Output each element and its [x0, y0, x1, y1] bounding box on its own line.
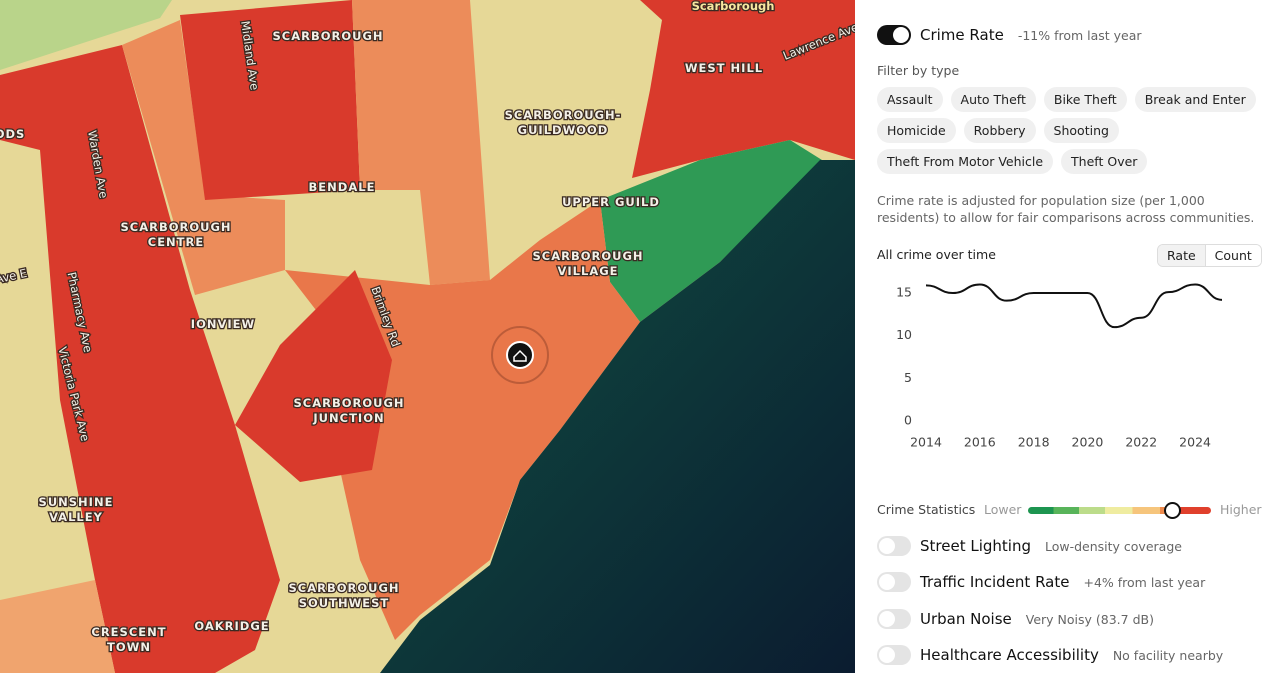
- layer-name: Street Lighting: [920, 537, 1031, 555]
- x-tick-label: 2020: [1072, 435, 1104, 450]
- x-tick-label: 2022: [1125, 435, 1157, 450]
- place-label: WEST HILL: [685, 61, 763, 75]
- scale-high: Higher: [1220, 502, 1262, 517]
- scale-bar: [1028, 507, 1211, 514]
- layer-detail: Low-density coverage: [1044, 538, 1182, 554]
- scale-knob[interactable]: [1164, 502, 1181, 519]
- place-label: IONVIEW: [191, 317, 255, 331]
- zone: [285, 200, 640, 640]
- x-tick-label: 2016: [964, 435, 996, 450]
- filter-chip[interactable]: Break and Enter: [1134, 87, 1256, 112]
- filter-chip[interactable]: Bike Theft: [1043, 87, 1127, 112]
- chart-title: All crime over time: [877, 247, 996, 262]
- zone: [235, 270, 392, 482]
- layer-detail: +4% from last year: [1083, 574, 1206, 590]
- place-label: SCARBOROUGH-GUILDWOOD: [505, 108, 622, 137]
- layer-detail: -11% from last year: [1017, 27, 1142, 43]
- layer-name: Crime Rate: [920, 26, 1004, 44]
- filter-chip[interactable]: Theft Over: [1061, 149, 1148, 174]
- filter-label: Filter by type: [877, 63, 960, 78]
- mode-button[interactable]: Count: [1205, 245, 1261, 266]
- filter-chip[interactable]: Theft From Motor Vehicle: [877, 149, 1054, 174]
- layer-detail: No facility nearby: [1112, 647, 1224, 663]
- x-tick-label: 2014: [910, 435, 942, 450]
- filter-chip[interactable]: Shooting: [1043, 118, 1119, 143]
- layer-name: Urban Noise: [920, 610, 1012, 628]
- toggle[interactable]: [877, 536, 911, 556]
- zone: [122, 20, 285, 295]
- toggle[interactable]: [877, 25, 911, 45]
- place-label: SCARBOROUGH: [272, 29, 383, 43]
- zone: [180, 0, 360, 200]
- place-label: SCARBOROUGH JUNCTION: [293, 396, 404, 425]
- layer-row: Crime Rate -11% from last year: [877, 23, 1142, 47]
- place-label: SCARBOROUGH CENTRE: [120, 220, 231, 249]
- place-label: CRESCENT TOWN: [91, 625, 166, 654]
- zone: [600, 140, 822, 322]
- place-label: SCARBOROUGH SOUTHWEST: [288, 581, 399, 610]
- place-label: SCARBOROUGH VILLAGE: [532, 249, 643, 278]
- layer-detail: Very Noisy (83.7 dB): [1025, 611, 1154, 627]
- trend-line: [925, 283, 1223, 329]
- zone: [352, 0, 490, 285]
- toggle[interactable]: [877, 609, 911, 629]
- mode-button[interactable]: Rate: [1158, 245, 1206, 266]
- home-icon: [513, 349, 527, 362]
- place-label: SUNSHINE VALLEY: [39, 495, 114, 524]
- y-tick-label: 10: [896, 327, 912, 342]
- scale-low: Lower: [984, 502, 1022, 517]
- filter-chip[interactable]: Robbery: [963, 118, 1036, 143]
- map[interactable]: SCARBOROUGH Scarborough WEST HILL SCARBO…: [0, 0, 855, 673]
- home-marker[interactable]: [506, 341, 534, 369]
- zone: [0, 45, 280, 673]
- place-label: Scarborough: [692, 0, 775, 13]
- scale-label: Crime Statistics: [877, 502, 976, 517]
- zone: [632, 0, 855, 178]
- zone: [0, 0, 172, 70]
- mode-switch: Rate Count: [1157, 244, 1262, 267]
- marker-halo: [491, 326, 549, 384]
- layer-name: Traffic Incident Rate: [920, 573, 1070, 591]
- x-tick-label: 2018: [1018, 435, 1050, 450]
- y-tick-label: 15: [896, 285, 912, 300]
- filter-chip[interactable]: Assault: [877, 87, 943, 112]
- y-tick-label: 0: [904, 413, 912, 428]
- chart: 0 5 10 15 2014 2016 2018 2020 2022 2024: [896, 283, 1223, 450]
- layer-row: Traffic Incident Rate +4% from last year: [877, 570, 1205, 594]
- side-panel: Crime Rate -11% from last year Filter by…: [855, 0, 1280, 673]
- layer-row: Street Lighting Low-density coverage: [877, 534, 1182, 558]
- zone: [0, 580, 115, 673]
- toggle[interactable]: [877, 572, 911, 592]
- toggle[interactable]: [877, 645, 911, 665]
- layer-name: Healthcare Accessibility: [920, 646, 1099, 664]
- layer-row: Urban Noise Very Noisy (83.7 dB): [877, 607, 1154, 631]
- place-label: UPPER GUILD: [562, 195, 660, 209]
- y-tick-label: 5: [904, 370, 912, 385]
- layer-row: Healthcare Accessibility No facility near…: [877, 643, 1223, 667]
- x-tick-label: 2024: [1179, 435, 1211, 450]
- place-label: OAKRIDGE: [194, 619, 269, 633]
- place-label: ODS: [0, 127, 25, 141]
- filter-chip[interactable]: Homicide: [877, 118, 956, 143]
- note: Crime rate is adjusted for population si…: [877, 193, 1255, 225]
- filter-chips: Assault Auto Theft Bike Theft Break and Ent…: [877, 87, 1277, 174]
- place-label: BENDALE: [309, 180, 376, 194]
- lake: [380, 160, 855, 673]
- filter-chip[interactable]: Auto Theft: [950, 87, 1036, 112]
